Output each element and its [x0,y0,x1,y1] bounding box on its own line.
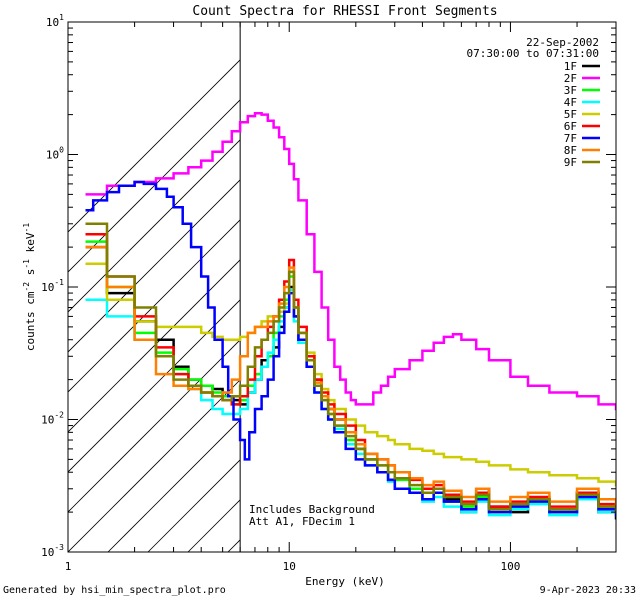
x-tick-label: 10 [283,560,296,573]
annotation-line-2: Att A1, FDecim 1 [249,515,355,528]
series-line-1f [85,245,616,520]
x-axis-label: Energy (keV) [305,575,384,588]
footer-generated-by: Generated by hsi_min_spectra_plot.pro [3,585,226,596]
annotation-line-1: Includes Background [249,503,375,516]
series-line-7f [85,180,616,517]
hatch-line [548,0,640,552]
series-line-4f [85,288,616,517]
hatch-line [68,99,241,273]
hatch-line [68,219,241,393]
legend-label-1f: 1F [564,60,577,73]
series-group [85,111,616,520]
y-axis-label: counts cm-2 s-1 keV-1 [22,223,37,351]
legend-label-5f: 5F [564,108,577,121]
y-tick-label: 10-2 [41,411,64,427]
hatch-line [68,259,241,433]
series-line-8f [85,245,616,506]
series-line-9f [85,222,616,514]
date-label: 22-Sep-2002 [526,36,599,49]
hatch-line [68,59,241,233]
hatch-line [428,0,640,552]
hatch-line [308,0,640,552]
chart-title: Count Spectra for RHESSI Front Segments [192,4,497,19]
hatch-line [468,0,640,552]
series-line-6f [85,233,616,511]
y-tick-label: 10-1 [41,278,64,294]
footer-timestamp: 9-Apr-2023 20:33 [539,585,636,596]
legend-label-4f: 4F [564,96,577,109]
legend-label-6f: 6F [564,120,577,133]
legend-label-2f: 2F [564,72,577,85]
hatch-line [68,179,241,353]
x-tick-label: 100 [501,560,521,573]
axis-ticks: 1 10 100 10-3 10-2 10-1 100 101 [41,13,617,573]
hatched-region [68,0,640,552]
legend-label-9f: 9F [564,156,577,169]
legend-label-8f: 8F [564,144,577,157]
y-tick-label: 10-3 [41,543,64,559]
hatch-line [68,379,241,552]
hatch-line [348,0,640,552]
y-tick-label: 101 [46,13,64,29]
hatch-line [68,299,241,473]
hatch-line [107,419,241,552]
x-tick-label: 1 [65,560,72,573]
hatch-line [628,0,640,552]
hatch-line [68,339,241,513]
series-line-5f [85,262,616,487]
hatch-line [588,0,640,552]
hatch-line [268,0,640,552]
y-tick-label: 100 [46,146,64,162]
time-range-label: 07:30:00 to 07:31:00 [467,47,599,60]
hatch-line [68,139,241,313]
legend-label-7f: 7F [564,132,577,145]
legend-label-3f: 3F [564,84,577,97]
series-line-2f [85,111,616,411]
